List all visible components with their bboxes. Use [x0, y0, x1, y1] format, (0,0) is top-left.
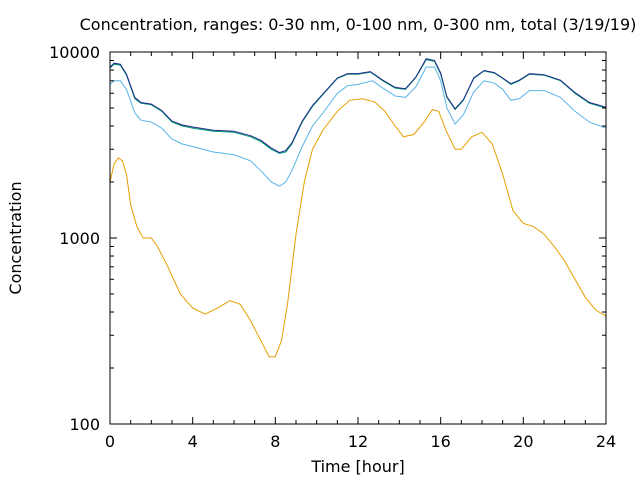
x-tick-label: 20	[513, 432, 533, 451]
x-tick-label: 8	[270, 432, 280, 451]
series-line-2	[109, 66, 607, 187]
x-tick-label: 24	[596, 432, 616, 451]
y-tick-label: 100	[69, 415, 100, 434]
plot-frame	[109, 51, 607, 425]
x-tick-label: 4	[188, 432, 198, 451]
y-tick-labels: 100 1000 10000	[49, 43, 100, 434]
x-tick-label: 12	[348, 432, 368, 451]
x-tick-label: 0	[105, 432, 115, 451]
x-tick-labels: 0 4 8 12 16 20 24	[105, 432, 616, 451]
axis-ticks	[109, 51, 607, 425]
series-line-4	[109, 58, 607, 154]
series-line-1	[109, 98, 607, 358]
y-axis-label: Concentration	[6, 181, 25, 294]
y-tick-label: 10000	[49, 43, 100, 62]
x-axis-label: Time [hour]	[310, 457, 404, 476]
y-tick-label: 1000	[59, 229, 100, 248]
x-tick-label: 16	[430, 432, 450, 451]
plot-lines	[109, 58, 607, 358]
chart-title: Concentration, ranges: 0-30 nm, 0-100 nm…	[80, 15, 637, 34]
